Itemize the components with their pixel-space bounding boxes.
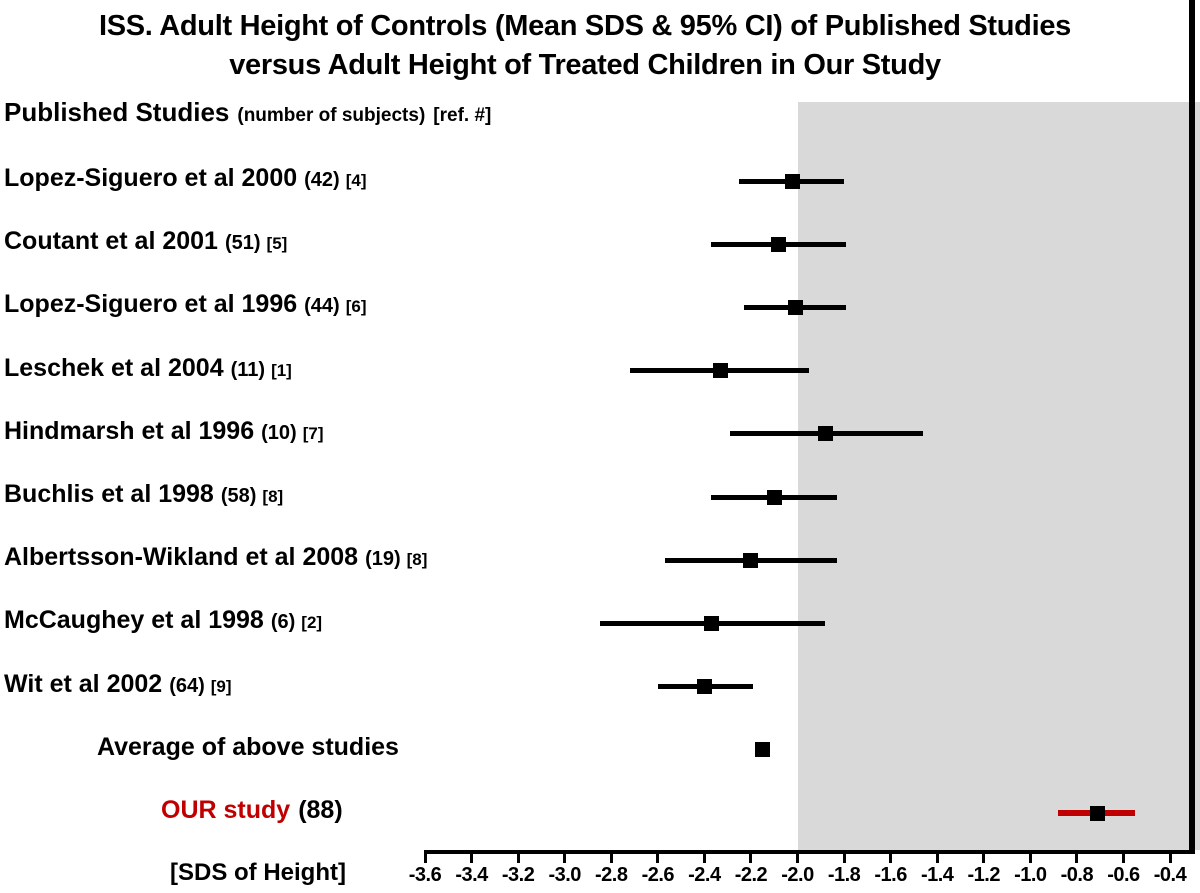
x-axis-tick	[935, 854, 939, 863]
x-axis-tick-label: -3.6	[408, 864, 442, 886]
x-axis-tick	[423, 854, 427, 863]
x-axis-caption: [SDS of Height]	[170, 859, 346, 886]
study-label: OUR study (88)	[161, 796, 343, 825]
x-axis-tick-label: -2.6	[641, 864, 675, 886]
x-axis-tick-label: -3.2	[501, 864, 535, 886]
x-axis-tick	[1028, 854, 1032, 863]
study-name: McCaughey et al 1998	[4, 606, 264, 635]
mean-marker	[696, 679, 712, 695]
study-subject-count: (58)	[220, 485, 257, 507]
x-axis-tick-label: -0.4	[1153, 864, 1187, 886]
mean-marker	[713, 363, 729, 379]
x-axis-tick	[889, 854, 893, 863]
mean-marker	[817, 426, 833, 442]
study-name: Coutant et al 2001	[4, 227, 218, 256]
study-label: Wit et al 2002 (64) [9]	[4, 670, 232, 699]
x-axis-tick-label: -1.0	[1014, 864, 1047, 886]
x-axis-tick-label: -1.8	[827, 864, 861, 886]
mean-marker	[787, 299, 803, 315]
column-header-main: Published Studies	[4, 97, 230, 127]
shaded-region	[797, 102, 1200, 850]
study-subject-count: (64)	[169, 674, 205, 697]
x-axis-tick	[1075, 854, 1079, 863]
x-axis-tick-label: -2.8	[595, 864, 628, 886]
x-axis-tick-label: -0.6	[1107, 864, 1140, 886]
x-axis-tick-label: -0.8	[1060, 864, 1094, 886]
mean-marker	[743, 552, 759, 568]
x-axis-tick	[982, 854, 986, 863]
study-label: Hindmarsh et al 1996 (10) [7]	[4, 417, 323, 446]
study-name: OUR study	[161, 796, 291, 824]
column-header-subjects-note: (number of subjects)	[237, 105, 426, 126]
x-axis-tick	[563, 854, 567, 863]
study-ref-number: [1]	[271, 360, 292, 380]
x-axis-tick	[1168, 854, 1172, 863]
study-subject-count: (42)	[304, 169, 340, 191]
mean-marker	[703, 615, 719, 631]
study-ref-number: [5]	[266, 234, 288, 254]
study-label: Average of above studies	[97, 733, 399, 762]
study-label: Lopez-Siguero et al 1996 (44) [6]	[4, 290, 367, 319]
study-name: Buchlis et al 1998	[4, 480, 214, 508]
study-ref-number: [2]	[301, 613, 323, 633]
study-ref-number: [8]	[406, 550, 428, 570]
mean-marker	[771, 236, 787, 252]
study-ref-number: [7]	[302, 423, 324, 443]
x-axis-tick	[516, 854, 520, 863]
study-name: Hindmarsh et al 1996	[4, 416, 255, 445]
x-axis-tick-label: -3.0	[548, 864, 581, 886]
x-axis-tick	[609, 854, 613, 863]
study-label: Leschek et al 2004 (11) [1]	[4, 354, 292, 383]
study-name: Lopez-Siguero et al 1996	[4, 290, 298, 319]
column-header: Published Studies (number of subjects) […	[4, 97, 491, 128]
study-subject-count: (19)	[365, 548, 401, 571]
study-label: Lopez-Siguero et al 2000 (42) [4]	[4, 164, 367, 193]
mean-marker	[785, 173, 801, 189]
study-ref-number: [8]	[262, 487, 284, 506]
study-ref-number: [9]	[210, 676, 232, 696]
x-axis-tick-label: -2.4	[688, 864, 721, 886]
study-subject-count: (10)	[261, 421, 297, 444]
x-axis-tick	[656, 854, 660, 863]
study-label: Coutant et al 2001 (51) [5]	[4, 227, 287, 256]
column-header-ref-note: [ref. #]	[433, 105, 492, 126]
study-subject-count: (51)	[224, 232, 261, 255]
study-name: Leschek et al 2004	[4, 353, 224, 382]
x-axis-line	[424, 850, 1194, 854]
study-label: Buchlis et al 1998 (58) [8]	[4, 480, 283, 509]
chart-title: ISS. Adult Height of Controls (Mean SDS …	[0, 7, 1170, 85]
x-axis-tick-label: -3.4	[455, 864, 488, 886]
chart-title-line2: versus Adult Height of Treated Children …	[229, 49, 941, 81]
study-subject-count: (11)	[230, 358, 266, 381]
study-subject-count: (88)	[298, 796, 343, 824]
study-name: Average of above studies	[97, 732, 399, 761]
mean-marker	[755, 742, 771, 758]
study-name: Lopez-Siguero et al 2000	[4, 164, 298, 192]
x-axis-tick-label: -2.0	[781, 864, 814, 886]
plot-right-border	[1189, 0, 1195, 854]
study-subject-count: (6)	[270, 611, 296, 634]
chart-title-line1: ISS. Adult Height of Controls (Mean SDS …	[98, 10, 1072, 42]
study-name: Albertsson-Wikland et al 2008	[4, 543, 359, 572]
study-name: Wit et al 2002	[4, 669, 163, 698]
x-axis-tick	[470, 854, 474, 863]
x-axis-tick	[842, 854, 846, 863]
x-axis-tick	[796, 854, 799, 863]
study-ref-number: [6]	[345, 297, 367, 317]
study-label: Albertsson-Wikland et al 2008 (19) [8]	[4, 543, 427, 572]
x-axis-tick	[749, 854, 753, 863]
mean-marker	[1090, 805, 1106, 821]
mean-marker	[766, 489, 782, 505]
x-axis-tick	[1121, 854, 1125, 863]
x-axis-tick	[702, 854, 706, 863]
study-ref-number: [4]	[345, 171, 367, 190]
study-subject-count: (44)	[304, 295, 340, 318]
x-axis-tick-label: -1.2	[967, 864, 1001, 886]
x-axis-tick-label: -2.2	[734, 864, 768, 886]
study-label: McCaughey et al 1998 (6) [2]	[4, 606, 322, 635]
x-axis-tick-label: -1.4	[920, 864, 954, 886]
x-axis-tick-label: -1.6	[874, 864, 907, 886]
